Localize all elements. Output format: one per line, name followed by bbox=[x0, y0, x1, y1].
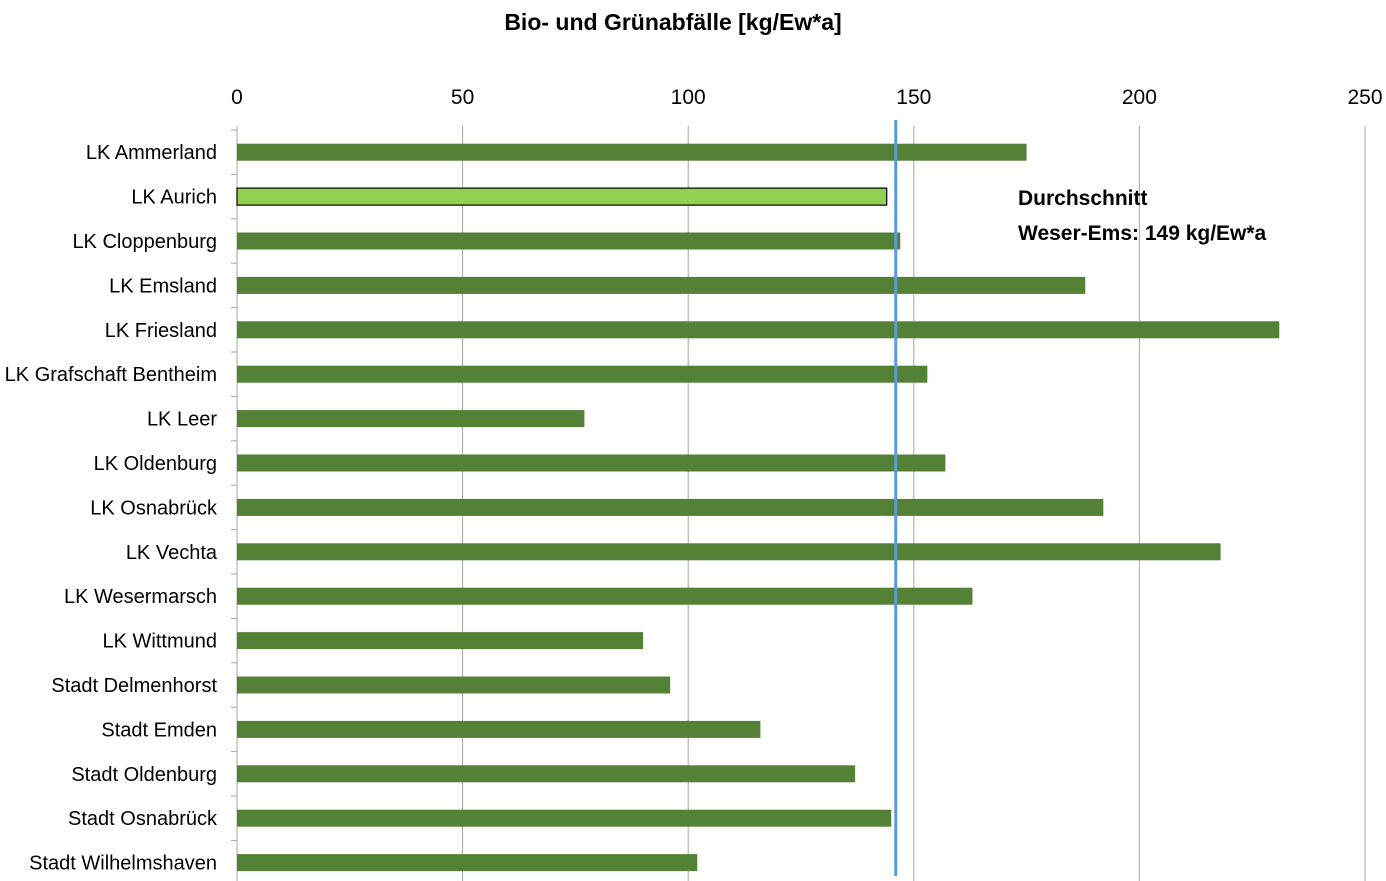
category-label: Stadt Emden bbox=[101, 719, 217, 741]
category-label: Stadt Wilhelmshaven bbox=[29, 853, 217, 875]
x-tick-label: 100 bbox=[671, 86, 706, 109]
category-label: Stadt Osnabrück bbox=[68, 808, 218, 830]
bar bbox=[237, 676, 671, 694]
bar bbox=[237, 587, 973, 605]
average-label-line1: Durchschnitt bbox=[1018, 187, 1148, 210]
bar bbox=[237, 632, 644, 650]
x-tick-label: 150 bbox=[896, 86, 931, 109]
category-label: LK Cloppenburg bbox=[72, 231, 217, 253]
category-label: LK Friesland bbox=[105, 320, 217, 342]
bar bbox=[237, 365, 928, 383]
bar-highlighted bbox=[236, 187, 888, 206]
x-tick-label: 0 bbox=[231, 86, 243, 109]
bar bbox=[237, 321, 1280, 339]
average-annotation: Durchschnitt Weser-Ems: 149 kg/Ew*a bbox=[1018, 187, 1267, 245]
category-label: LK Aurich bbox=[131, 187, 217, 209]
category-label: Stadt Delmenhorst bbox=[51, 675, 217, 697]
category-label: LK Wesermarsch bbox=[64, 586, 217, 608]
bars bbox=[236, 143, 1280, 872]
bar bbox=[237, 498, 1104, 516]
average-label-line2: Weser-Ems: 149 kg/Ew*a bbox=[1018, 222, 1267, 245]
bar bbox=[237, 276, 1086, 294]
category-label: LK Emsland bbox=[109, 275, 217, 297]
x-tick-label: 250 bbox=[1347, 86, 1382, 109]
x-tick-label: 50 bbox=[451, 86, 474, 109]
x-axis-ticks: 0 50 100 150 200 250 bbox=[231, 86, 1382, 109]
category-label: LK Vechta bbox=[126, 542, 218, 564]
category-label: LK Ammerland bbox=[86, 142, 217, 164]
category-label: LK Leer bbox=[147, 409, 217, 431]
category-label: LK Grafschaft Bentheim bbox=[5, 364, 217, 386]
category-label: LK Osnabrück bbox=[90, 497, 218, 519]
bar bbox=[237, 454, 946, 472]
bar bbox=[237, 410, 585, 428]
x-tick-label: 200 bbox=[1122, 86, 1157, 109]
bar bbox=[237, 765, 856, 783]
category-label: Stadt Oldenburg bbox=[71, 764, 217, 786]
bar bbox=[237, 854, 698, 872]
category-label: LK Oldenburg bbox=[94, 453, 217, 475]
bar bbox=[237, 543, 1221, 561]
bar bbox=[237, 809, 892, 827]
category-label: LK Wittmund bbox=[103, 631, 217, 653]
bar bbox=[237, 232, 901, 250]
chart-title: Bio- und Grünabfälle [kg/Ew*a] bbox=[504, 9, 841, 35]
bar bbox=[237, 720, 761, 738]
category-labels: LK Ammerland LK Aurich LK Cloppenburg LK Em… bbox=[5, 142, 218, 874]
bar bbox=[237, 143, 1027, 161]
